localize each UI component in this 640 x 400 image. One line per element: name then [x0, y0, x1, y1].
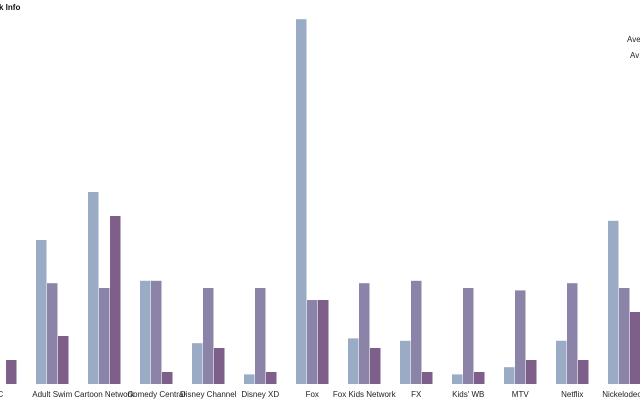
bar-netflix-series-1 — [556, 340, 567, 384]
bar-mtv-series-2 — [515, 290, 526, 384]
bar-fox-kids-network-series-3 — [370, 348, 381, 384]
bar-adult-swim-series-1 — [36, 240, 47, 384]
bar-fox-series-3 — [318, 300, 329, 384]
bar-nickelodeon-series-1 — [608, 220, 619, 384]
bar-kids-wb-series-3 — [474, 372, 485, 384]
bar-cartoon-network-series-1 — [88, 192, 99, 384]
x-tick-label: Fox — [306, 390, 319, 399]
x-tick-label: Fox Kids Network — [333, 390, 397, 399]
bar-adult-swim-series-3 — [58, 336, 69, 384]
x-tick-label: FX — [411, 390, 422, 399]
bar-netflix-series-2 — [567, 283, 578, 384]
bar-disney-xd-series-2 — [255, 288, 266, 384]
x-tick-label: Adult Swim — [32, 390, 72, 399]
bar-kids-wb-series-1 — [452, 374, 463, 384]
x-tick-label: Nickelodeon — [602, 390, 640, 399]
bar-comedy-central-series-2 — [151, 280, 162, 384]
x-tick-label: C — [0, 390, 3, 399]
legend-entry-2: Av — [630, 51, 640, 60]
chart-title: k Info — [0, 3, 21, 12]
x-tick-label: Cartoon Network — [74, 390, 135, 399]
bar-disney-channel-series-1 — [192, 343, 203, 384]
bar-disney-channel-series-2 — [203, 288, 214, 384]
x-tick-label: Kids' WB — [452, 390, 484, 399]
x-tick-label: Disney Channel — [180, 390, 237, 399]
bar-disney-xd-series-3 — [266, 372, 277, 384]
bar-comedy-central-series-3 — [162, 372, 173, 384]
bar-cartoon-network-series-2 — [99, 288, 110, 384]
bar-fox-kids-network-series-2 — [359, 283, 370, 384]
bar-comedy-central-series-1 — [140, 280, 151, 384]
bar-disney-xd-series-1 — [244, 374, 255, 384]
bar-fx-series-3 — [422, 372, 433, 384]
x-tick-label: Netflix — [561, 390, 583, 399]
bar-fx-series-1 — [400, 340, 411, 384]
bar-nickelodeon-series-2 — [619, 288, 630, 384]
bar-fx-series-2 — [411, 280, 422, 384]
bar-fox-series-1 — [296, 19, 307, 384]
bar-mtv-series-1 — [504, 367, 515, 384]
bar-fox-series-2 — [307, 300, 318, 384]
legend-entry-1: Ave — [627, 35, 640, 44]
bar-kids-wb-series-2 — [463, 288, 474, 384]
bar-c-series-3 — [6, 360, 17, 384]
bar-netflix-series-3 — [578, 360, 589, 384]
bar-adult-swim-series-2 — [47, 283, 58, 384]
x-tick-label: Comedy Central — [127, 390, 185, 399]
bar-nickelodeon-series-3 — [630, 312, 640, 384]
x-tick-label: Disney XD — [241, 390, 279, 399]
bar-disney-channel-series-3 — [214, 348, 225, 384]
bar-mtv-series-3 — [526, 360, 537, 384]
x-tick-label: MTV — [512, 390, 530, 399]
bar-fox-kids-network-series-1 — [348, 338, 359, 384]
bar-cartoon-network-series-3 — [110, 216, 121, 384]
